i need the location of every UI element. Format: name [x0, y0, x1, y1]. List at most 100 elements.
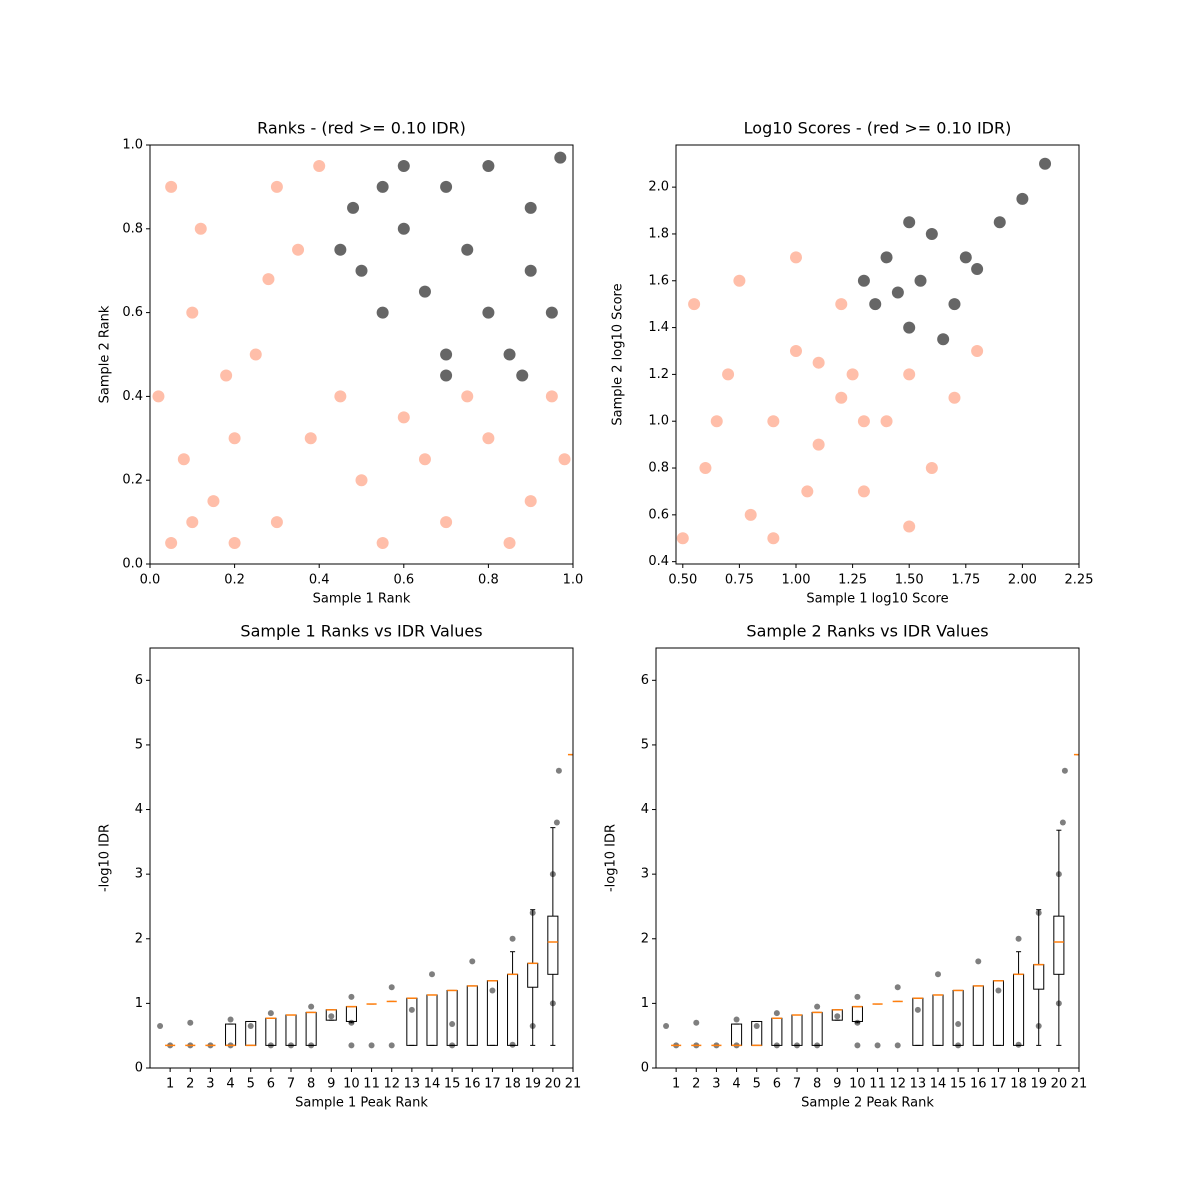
point	[355, 474, 368, 487]
box	[426, 994, 438, 1046]
point	[744, 508, 757, 521]
point	[397, 222, 410, 235]
point	[440, 180, 453, 193]
point	[376, 306, 389, 319]
box	[1033, 964, 1045, 990]
y-tick-label: 5	[641, 737, 649, 752]
point	[971, 263, 984, 276]
point	[220, 369, 233, 382]
box	[952, 989, 964, 1046]
x-tick-label: 18	[504, 1077, 521, 1092]
point	[914, 274, 927, 287]
point	[388, 984, 395, 991]
point	[835, 391, 848, 404]
box	[731, 1023, 743, 1046]
point	[157, 1023, 164, 1029]
x-tick-label: 20	[1051, 1077, 1068, 1092]
point	[524, 264, 537, 277]
point	[959, 251, 972, 264]
box	[265, 1017, 277, 1046]
point	[753, 1023, 760, 1029]
y-tick-label: 0.8	[648, 461, 669, 476]
x-tick-label: 0.6	[393, 573, 414, 588]
x-tick-label: 11	[869, 1077, 886, 1092]
y-tick-label: 0.0	[122, 557, 143, 572]
y-axis-label: Sample 2 Rank	[98, 305, 113, 403]
point	[524, 201, 537, 214]
point	[228, 537, 241, 550]
point	[334, 390, 347, 403]
point	[857, 415, 870, 428]
point	[194, 222, 207, 235]
point	[767, 532, 780, 545]
box	[345, 1006, 357, 1022]
point	[186, 516, 199, 529]
point	[249, 348, 262, 361]
x-tick-label: 1	[166, 1077, 174, 1092]
x-tick-label: 9	[327, 1077, 335, 1092]
y-tick-label: 0.6	[648, 507, 669, 522]
point	[903, 520, 916, 533]
point	[247, 1023, 254, 1029]
y-axis-label: -log10 IDR	[604, 824, 619, 892]
box	[446, 989, 458, 1046]
point	[693, 1019, 700, 1026]
point	[1015, 935, 1022, 942]
x-tick-label: 0.4	[309, 573, 330, 588]
x-tick-label: 16	[970, 1077, 987, 1092]
point	[676, 532, 689, 545]
x-tick-label: 18	[1010, 1077, 1027, 1092]
point	[894, 984, 901, 991]
point	[368, 1042, 375, 1049]
point	[891, 286, 904, 299]
point	[869, 298, 882, 311]
point	[207, 495, 220, 508]
x-tick-label: 17	[484, 1077, 501, 1092]
point	[461, 390, 474, 403]
point	[545, 390, 558, 403]
axes-frame	[655, 647, 1080, 1069]
x-tick-label: 5	[753, 1077, 761, 1092]
point	[971, 344, 984, 357]
point	[482, 159, 495, 172]
y-tick-label: 4	[641, 802, 649, 817]
x-axis-label: Sample 1 Rank	[313, 592, 411, 607]
plot-area	[676, 157, 1052, 545]
y-tick-label: 3	[135, 867, 143, 882]
point	[948, 391, 961, 404]
point	[177, 453, 190, 466]
axes-frame	[675, 144, 1080, 565]
point	[503, 348, 516, 361]
point	[854, 993, 861, 1000]
point	[857, 485, 870, 498]
x-tick-label: 21	[565, 1077, 582, 1092]
point	[663, 1023, 670, 1029]
point	[937, 333, 950, 346]
x-tick-label: 17	[990, 1077, 1007, 1092]
point	[482, 432, 495, 445]
box	[285, 1014, 297, 1046]
point	[429, 971, 435, 978]
point	[408, 1006, 415, 1013]
point	[948, 298, 961, 311]
y-tick-label: 2	[641, 931, 649, 946]
point	[710, 415, 723, 428]
box	[791, 1014, 803, 1046]
x-tick-label: 6	[267, 1077, 275, 1092]
x-axis-label: Sample 1 Peak Rank	[295, 1096, 428, 1111]
point	[880, 415, 893, 428]
x-tick-label: 10	[343, 1077, 360, 1092]
point	[187, 1019, 194, 1026]
point	[789, 344, 802, 357]
point	[418, 453, 431, 466]
box	[225, 1023, 237, 1046]
y-tick-label: 1.0	[648, 414, 669, 429]
point	[334, 243, 347, 256]
y-tick-label: 0	[641, 1061, 649, 1076]
x-tick-label: 2.00	[1008, 573, 1037, 588]
x-tick-label: 4	[732, 1077, 740, 1092]
point	[975, 958, 982, 965]
point	[348, 1042, 355, 1049]
y-tick-label: 1.4	[648, 320, 669, 335]
point	[925, 462, 938, 475]
